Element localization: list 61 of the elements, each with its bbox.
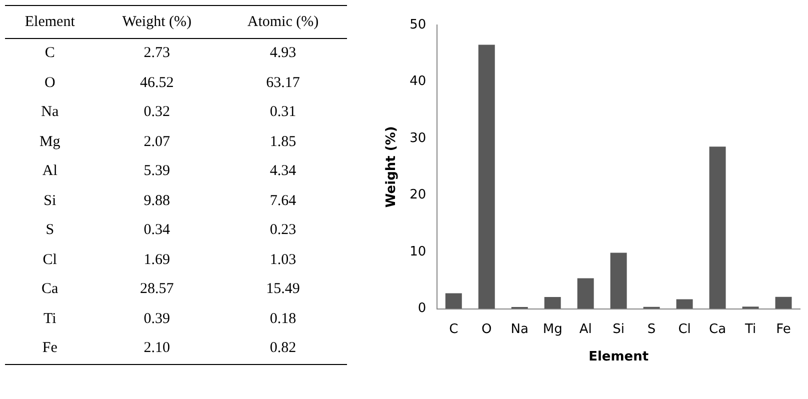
y-tick-label: 50 [410,17,426,32]
text: Cl [42,250,58,270]
text: 15.49 [265,280,301,300]
text: 2.07 [142,132,172,152]
x-tick-label: Na [510,322,528,337]
y-tick-label: 20 [410,188,426,203]
text: 63.17 [265,74,301,93]
text: 1.69 [142,250,172,270]
text: 0.39 [142,310,172,329]
y-tick-label: 40 [410,74,426,90]
bar [544,297,561,309]
text: 0.18 [268,310,298,329]
bar [445,293,462,309]
text: Atomic (%) [219,6,347,38]
bar [709,146,726,309]
text: 0.32 [142,103,172,122]
y-axis-title: Weight (%) [384,126,400,208]
text: 5.39 [142,162,172,182]
x-tick-label: Si [612,322,625,337]
x-tick-label: S [647,322,656,337]
text: 2.10 [94,334,220,364]
text: Mg [38,132,62,152]
text: Weight (%) [94,6,220,38]
text: 1.85 [268,132,298,152]
bar [610,252,627,309]
text: 7.64 [268,192,298,211]
text: 2.73 [142,44,172,64]
y-tick-label: 10 [410,244,426,260]
x-tick-label: Mg [542,322,562,337]
bar [676,299,693,309]
text: O [43,74,56,93]
text: S [44,221,56,240]
bar [775,296,792,309]
text: Si [42,192,58,211]
text: 9.88 [142,192,172,211]
text: Na [40,103,60,122]
x-tick-label: Al [579,322,592,337]
y-tick-label: 0 [418,301,426,316]
text: 28.57 [139,280,175,300]
x-tick-label: Fe [776,322,791,337]
text: Element [5,6,95,38]
x-tick-label: Ca [709,322,726,337]
text: C [44,44,56,64]
x-tick-label: Ti [744,322,756,337]
text: Ca [40,280,60,300]
y-tick-label: 30 [410,130,426,146]
x-tick-label: Cl [678,322,691,337]
text: Al [41,162,58,182]
text: 0.34 [142,221,172,240]
x-tick-label: O [482,322,492,337]
text: 4.93 [268,44,298,64]
x-axis-title: Element [588,350,649,365]
text: 46.52 [139,74,175,93]
text: 0.82 [219,334,347,364]
bar [478,44,495,309]
text: 0.31 [268,103,298,122]
text: 4.34 [268,162,298,182]
x-tick-label: C [449,322,458,337]
text: 1.03 [268,250,298,270]
text: 0.23 [268,221,298,240]
bar [577,278,594,309]
